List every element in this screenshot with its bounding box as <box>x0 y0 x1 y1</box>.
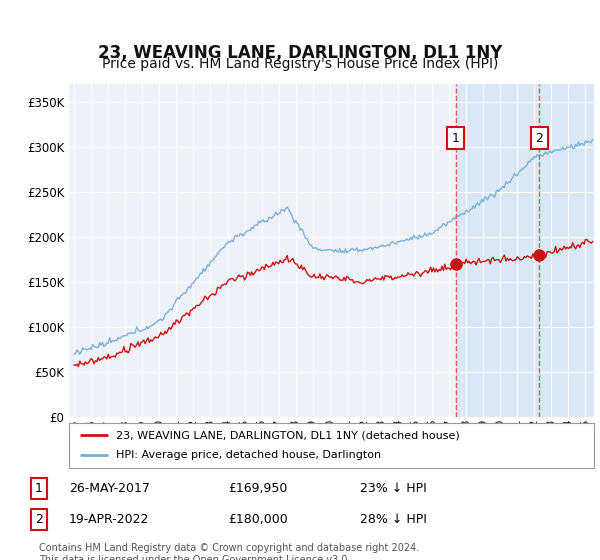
Text: 23% ↓ HPI: 23% ↓ HPI <box>360 482 427 495</box>
Text: 19-APR-2022: 19-APR-2022 <box>69 513 149 526</box>
Text: 23, WEAVING LANE, DARLINGTON, DL1 1NY (detached house): 23, WEAVING LANE, DARLINGTON, DL1 1NY (d… <box>116 430 460 440</box>
Text: £180,000: £180,000 <box>228 513 288 526</box>
Bar <box>539 84 594 417</box>
Text: 26-MAY-2017: 26-MAY-2017 <box>69 482 150 495</box>
Text: 2: 2 <box>535 132 543 144</box>
Text: 23, WEAVING LANE, DARLINGTON, DL1 1NY: 23, WEAVING LANE, DARLINGTON, DL1 1NY <box>98 44 502 62</box>
Text: 2: 2 <box>35 513 43 526</box>
Bar <box>455 84 539 417</box>
Text: 28% ↓ HPI: 28% ↓ HPI <box>360 513 427 526</box>
Text: £169,950: £169,950 <box>228 482 287 495</box>
Text: HPI: Average price, detached house, Darlington: HPI: Average price, detached house, Darl… <box>116 450 382 460</box>
Text: Contains HM Land Registry data © Crown copyright and database right 2024.
This d: Contains HM Land Registry data © Crown c… <box>39 543 419 560</box>
Text: 1: 1 <box>452 132 460 144</box>
Text: Price paid vs. HM Land Registry's House Price Index (HPI): Price paid vs. HM Land Registry's House … <box>102 57 498 71</box>
Text: 1: 1 <box>35 482 43 495</box>
